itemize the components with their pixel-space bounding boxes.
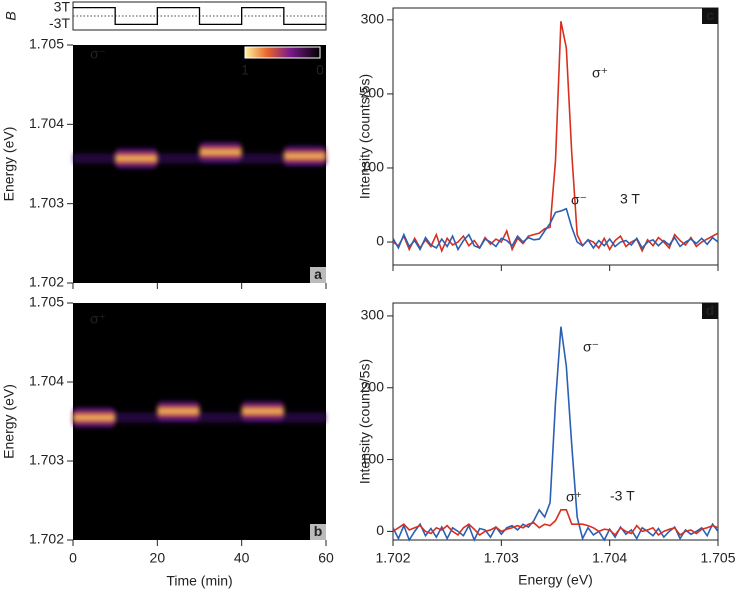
panel-label: c (706, 7, 714, 23)
x-tick-label: 1.704 (592, 550, 627, 566)
x-axis-label: Energy (eV) (518, 572, 593, 588)
y-tick-label: 1.702 (29, 274, 64, 290)
series-label: σ⁻ (583, 339, 599, 355)
panel-label: d (706, 302, 715, 318)
background-band (73, 412, 326, 423)
y-axis-label: B (3, 11, 19, 20)
emission-blob (73, 405, 116, 430)
panel-label-box (310, 524, 326, 540)
series-label: σ⁺ (566, 489, 582, 505)
y-tick-label: 1.704 (29, 115, 64, 131)
y-tick-label: -3T (49, 15, 70, 31)
y-axis-label: Energy (eV) (1, 384, 17, 459)
x-axis-label: Time (min) (166, 573, 232, 589)
panel-label-box (702, 303, 718, 319)
x-tick-label: 60 (318, 550, 334, 566)
field-trace (73, 6, 326, 26)
x-tick-label: 0 (69, 550, 77, 566)
field-annotation: -3 T (610, 488, 635, 504)
background-band (73, 153, 326, 164)
colorbar-tick-label: 1 (241, 62, 249, 78)
emission-blob (241, 399, 284, 424)
panel-label-box (702, 8, 718, 24)
spectrum-line (392, 509, 719, 537)
colorbar-tick-label: 0 (316, 62, 324, 78)
y-axis-label: Intensity (counts/5s) (357, 359, 373, 484)
y-tick-label: 3T (54, 0, 71, 14)
panel-label-box (310, 267, 326, 283)
x-tick-label: 1.703 (484, 550, 519, 566)
y-axis-label: Energy (eV) (1, 127, 17, 202)
y-tick-label: 1.705 (29, 36, 64, 52)
series-label: σ⁺ (592, 65, 608, 81)
y-tick-label: 300 (361, 307, 385, 323)
spectrum-line (392, 21, 719, 254)
frame (392, 7, 719, 266)
y-tick-label: 100 (361, 450, 385, 466)
x-tick-label: 1.702 (375, 550, 410, 566)
colorbar (244, 46, 321, 59)
y-tick-label: 1.703 (29, 452, 64, 468)
emission-blob (157, 399, 200, 424)
series-label: σ⁻ (571, 192, 587, 208)
x-tick-label: 40 (234, 550, 250, 566)
panel-label: b (314, 523, 323, 539)
y-tick-label: 200 (361, 378, 385, 394)
emission-blob (283, 144, 326, 169)
x-tick-label: 1.705 (700, 550, 735, 566)
y-tick-label: 1.703 (29, 194, 64, 210)
heatmap-background (73, 45, 326, 283)
emission-blob (115, 146, 158, 171)
y-tick-label: 1.702 (29, 531, 64, 547)
y-tick-label: 200 (361, 85, 385, 101)
spectrum-line (392, 207, 719, 252)
field-annotation: 3 T (620, 191, 640, 207)
panel-label: a (314, 266, 322, 282)
frame (392, 302, 719, 541)
y-axis-label: Intensity (counts/5s) (357, 74, 373, 199)
y-tick-label: 0 (376, 522, 384, 538)
y-tick-label: 0 (376, 233, 384, 249)
y-tick-label: 1.705 (29, 294, 64, 310)
polarization-label: σ⁻ (90, 46, 106, 62)
polarization-label: σ⁺ (90, 311, 106, 327)
spectrum-line (392, 326, 719, 543)
y-tick-label: 1.704 (29, 373, 64, 389)
y-tick-label: 300 (361, 11, 385, 27)
x-tick-label: 20 (150, 550, 166, 566)
y-tick-label: 100 (361, 159, 385, 175)
emission-blob (199, 140, 242, 165)
